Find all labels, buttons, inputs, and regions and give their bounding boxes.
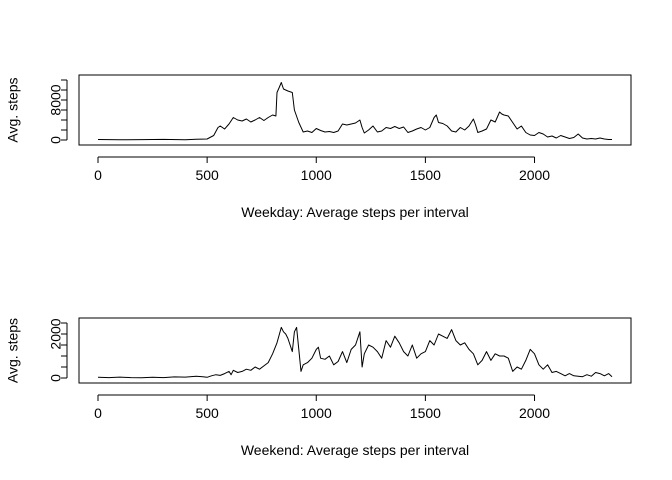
weekend-y-axis-label: Avg. steps bbox=[5, 318, 21, 383]
weekday-x-tick-label: 2000 bbox=[519, 167, 550, 183]
weekend-series-line bbox=[97, 326, 613, 379]
weekend-y-tick-label: 0 bbox=[48, 374, 64, 382]
weekend-plot-frame bbox=[78, 317, 632, 384]
weekday-x-tick-label: 1500 bbox=[410, 167, 441, 183]
weekend-x-tick-label: 1500 bbox=[410, 405, 441, 421]
weekday-y-tick-label: 0 bbox=[48, 136, 64, 144]
weekend-x-tick-label: 500 bbox=[195, 405, 219, 421]
weekend-panel: 0 500 1000 1500 2000 0 2000 Avg. steps Weekend: … bbox=[5, 317, 632, 458]
weekday-y-tick-label: 8000 bbox=[48, 84, 64, 115]
weekday-plot-frame bbox=[78, 74, 632, 146]
weekend-x-tick-label: 0 bbox=[94, 405, 102, 421]
weekend-y-tick-label: 2000 bbox=[48, 318, 64, 349]
weekend-x-tick-label: 1000 bbox=[301, 405, 332, 421]
weekend-x-axis-label: Weekend: Average steps per interval bbox=[241, 442, 469, 458]
weekday-series-line bbox=[97, 82, 612, 141]
weekday-x-tick-label: 0 bbox=[94, 167, 102, 183]
weekday-x-axis-label: Weekday: Average steps per interval bbox=[241, 204, 469, 220]
weekday-x-tick-label: 500 bbox=[195, 167, 219, 183]
weekend-x-tick-label: 2000 bbox=[519, 405, 550, 421]
weekday-y-axis-label: Avg. steps bbox=[5, 77, 21, 142]
weekday-x-tick-label: 1000 bbox=[301, 167, 332, 183]
weekday-panel: 0 500 1000 1500 2000 0 8000 Avg. steps Weekday: … bbox=[5, 74, 632, 220]
